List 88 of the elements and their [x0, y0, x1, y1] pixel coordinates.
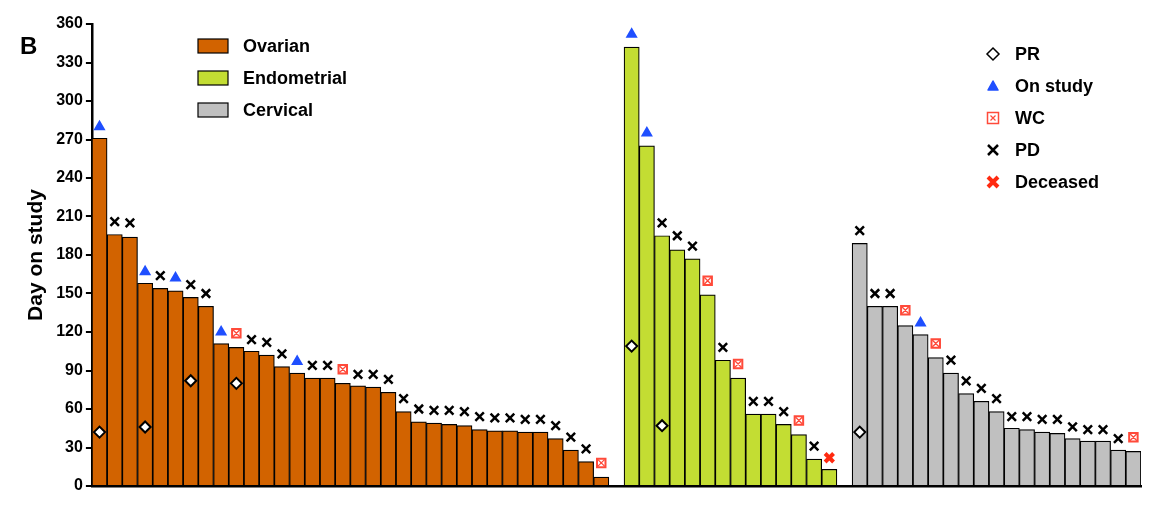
point — [291, 355, 303, 366]
point — [94, 120, 105, 131]
y-tick-label: 60 — [65, 399, 83, 417]
y-tick-label: 180 — [56, 245, 83, 263]
point — [625, 339, 639, 353]
y-tick-label: 360 — [56, 14, 83, 32]
point — [93, 425, 106, 439]
point — [550, 420, 562, 432]
point — [534, 413, 546, 425]
point — [170, 272, 181, 282]
point — [915, 317, 926, 327]
point — [1097, 424, 1109, 436]
legend-label: PR — [1015, 43, 1041, 65]
point — [154, 270, 166, 282]
point — [671, 230, 683, 242]
point — [1006, 411, 1018, 423]
point — [184, 374, 198, 388]
legend-label: Ovarian — [243, 35, 311, 57]
point — [519, 413, 531, 425]
point — [246, 334, 258, 346]
point — [443, 404, 455, 416]
legend-label: Endometrial — [243, 67, 348, 89]
point — [398, 393, 410, 405]
point — [626, 28, 637, 38]
point — [352, 368, 364, 380]
point — [200, 288, 212, 299]
point — [991, 393, 1003, 405]
point — [945, 354, 957, 366]
point — [458, 406, 470, 418]
point — [1036, 413, 1048, 425]
point — [185, 279, 197, 291]
point — [322, 359, 334, 371]
point — [808, 440, 820, 452]
point — [229, 376, 243, 390]
legend-label: PD — [1015, 139, 1041, 161]
point — [138, 420, 152, 434]
point — [747, 395, 759, 407]
point — [763, 395, 774, 407]
point — [884, 288, 896, 299]
point — [1112, 433, 1124, 445]
y-tick-label: 330 — [56, 52, 83, 70]
point — [580, 443, 592, 455]
legend-label: On study — [1015, 75, 1094, 97]
legend-label: WC — [1015, 107, 1045, 129]
point — [854, 225, 866, 237]
y-tick-label: 210 — [56, 206, 83, 224]
point — [778, 406, 790, 418]
y-tick-label: 30 — [65, 437, 83, 455]
y-tick-label: 270 — [56, 129, 83, 147]
point — [367, 368, 379, 380]
y-axis-title: Day on study — [23, 188, 47, 321]
point — [276, 348, 288, 360]
point — [641, 127, 653, 137]
point — [1082, 424, 1094, 436]
point — [215, 326, 227, 336]
point — [474, 411, 486, 423]
y-tick-label: 300 — [56, 91, 83, 109]
point — [686, 240, 698, 252]
point — [413, 403, 425, 415]
point — [656, 217, 668, 229]
point — [139, 265, 151, 276]
point — [565, 431, 577, 443]
point — [261, 336, 273, 348]
y-tick-label: 90 — [65, 360, 83, 378]
legend-label: Cervical — [243, 99, 314, 121]
point — [1021, 411, 1033, 423]
y-tick-label: 0 — [73, 476, 83, 494]
point — [428, 404, 440, 416]
point — [382, 373, 394, 385]
point — [306, 359, 318, 371]
point — [853, 425, 867, 439]
point — [823, 451, 836, 465]
legend-label: Deceased — [1015, 171, 1100, 193]
point — [960, 375, 972, 387]
point — [1051, 413, 1063, 425]
point — [869, 288, 881, 299]
point — [975, 382, 987, 394]
y-tick-label: 120 — [56, 322, 83, 340]
point — [655, 419, 669, 433]
y-tick-label: 240 — [56, 168, 83, 186]
text: B — [20, 32, 38, 60]
point — [109, 216, 121, 228]
y-tick-label: 150 — [56, 283, 83, 301]
point — [717, 341, 729, 353]
point — [124, 217, 136, 229]
point — [504, 412, 516, 424]
point — [489, 412, 501, 424]
point — [1067, 421, 1079, 433]
